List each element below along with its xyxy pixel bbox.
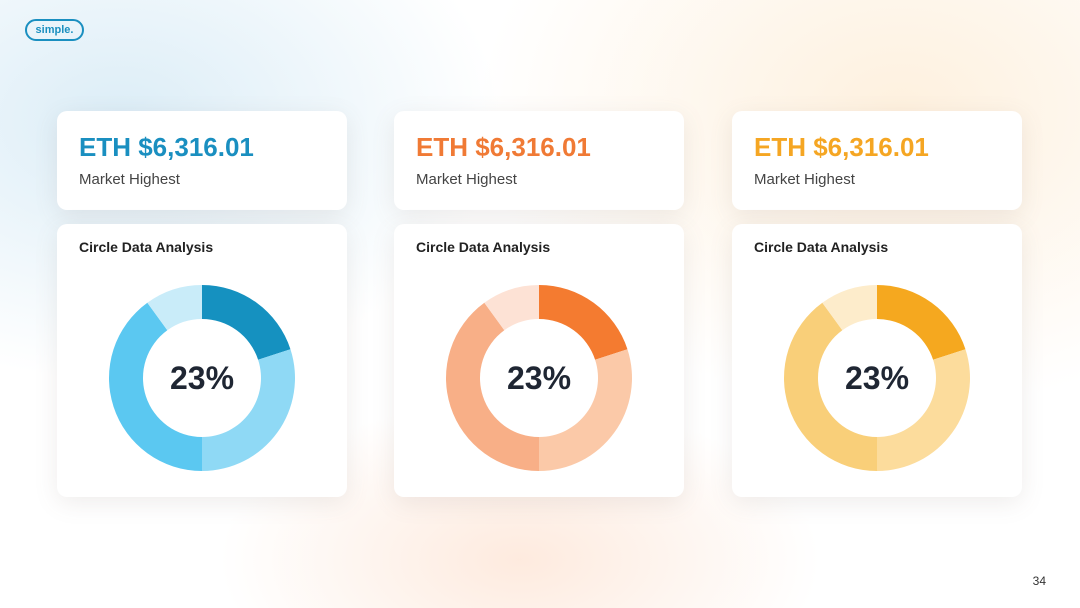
chart-card: Circle Data Analysis 23% bbox=[57, 224, 347, 497]
chart: 23% bbox=[784, 285, 970, 471]
caption: Market Highest bbox=[754, 171, 855, 188]
donut-segment bbox=[109, 302, 202, 471]
donut-segment bbox=[539, 285, 628, 360]
chart-card: Circle Data Analysis 23% bbox=[394, 224, 684, 497]
price-card: ETH $6,316.01 Market Highest bbox=[732, 111, 1022, 210]
center-label: 23% bbox=[170, 360, 234, 396]
donut-segment bbox=[446, 302, 539, 471]
donut-segment bbox=[484, 285, 539, 331]
price: ETH $6,316.01 bbox=[79, 132, 254, 162]
center-label: 23% bbox=[507, 360, 571, 396]
caption: Market Highest bbox=[79, 171, 180, 188]
donut-segment bbox=[877, 285, 966, 360]
chart-title: Circle Data Analysis bbox=[754, 239, 889, 255]
donut-segment bbox=[539, 349, 632, 471]
donut-segment bbox=[202, 285, 291, 360]
donut-segment bbox=[822, 285, 877, 331]
logo: simple. bbox=[25, 19, 84, 41]
chart: 23% bbox=[446, 285, 632, 471]
donut-segment bbox=[202, 349, 295, 471]
chart-card: Circle Data Analysis 23% bbox=[732, 224, 1022, 497]
price: ETH $6,316.01 bbox=[416, 132, 591, 162]
caption: Market Highest bbox=[416, 171, 517, 188]
price: ETH $6,316.01 bbox=[754, 132, 929, 162]
chart: 23% bbox=[109, 285, 295, 471]
chart-title: Circle Data Analysis bbox=[416, 239, 551, 255]
donut-segment bbox=[147, 285, 202, 331]
chart-title: Circle Data Analysis bbox=[79, 239, 214, 255]
price-card: ETH $6,316.01 Market Highest bbox=[394, 111, 684, 210]
center-label: 23% bbox=[845, 360, 909, 396]
donut-segment bbox=[877, 349, 970, 471]
page-number: 34 bbox=[1032, 574, 1046, 588]
price-card: ETH $6,316.01 Market Highest bbox=[57, 111, 347, 210]
donut-segment bbox=[784, 302, 877, 471]
